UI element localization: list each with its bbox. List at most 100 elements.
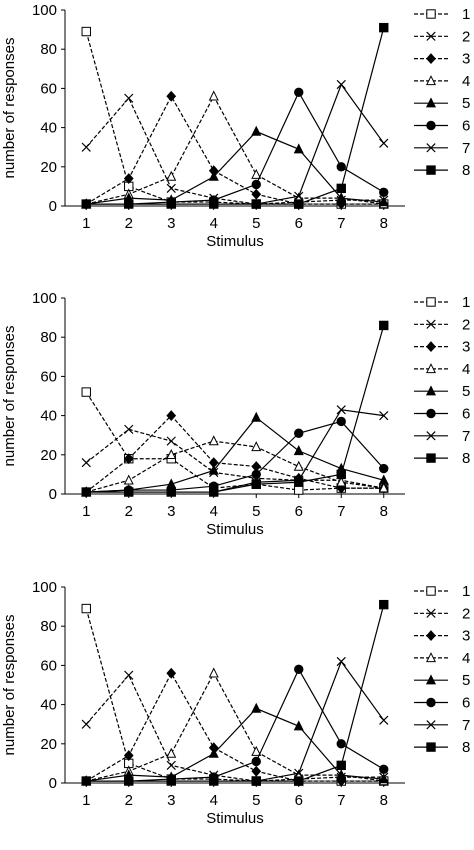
- data-point-8: [251, 479, 261, 489]
- y-tick-label: 100: [32, 290, 57, 307]
- y-tick-label: 80: [40, 329, 57, 346]
- data-point-6: [294, 428, 304, 438]
- chart-panel-2: 0 20 40 60 80 100 1 2 3 4 5 6 7 8 Stimulus number of re…: [0, 288, 474, 558]
- data-point-8: [294, 199, 304, 209]
- data-point-6: [294, 87, 304, 98]
- data-point-2: [124, 670, 134, 680]
- data-point-3: [123, 453, 134, 465]
- chart-panel-1: 0 20 40 60 80 100 1 2 3 4 5 6 7 8 Stimulus number of re…: [0, 0, 474, 270]
- data-point-5: [293, 143, 304, 154]
- data-point-8: [379, 320, 389, 331]
- legend-label: 7: [462, 140, 470, 157]
- legend-label: 1: [462, 6, 470, 23]
- data-point-3: [166, 410, 177, 422]
- legend-item-6: 6: [414, 118, 470, 135]
- legend-label: 7: [462, 428, 470, 445]
- legend-item-6: 6: [414, 695, 470, 712]
- line-chart-3: 0 20 40 60 80 100 1 2 3 4 5 6 7 8 Stimulus number of re…: [1, 579, 470, 827]
- x-tick-label: 6: [295, 792, 303, 809]
- legend-marker: [425, 75, 437, 86]
- legend-item-5: 5: [414, 672, 470, 689]
- legend-label: 4: [462, 73, 470, 90]
- data-point-4: [251, 441, 262, 452]
- series-line-6: [86, 420, 385, 493]
- data-point-8: [379, 22, 389, 33]
- series-line-5: [86, 707, 384, 782]
- data-point-5: [208, 464, 219, 475]
- x-tick-label: 1: [82, 792, 90, 809]
- y-axis-title: number of responses: [1, 38, 18, 179]
- data-point-5: [378, 196, 389, 207]
- legend-marker: [426, 586, 436, 596]
- legend-item-7: 7: [414, 140, 470, 157]
- data-point-3: [166, 667, 177, 679]
- y-tick-label: 0: [49, 198, 57, 215]
- data-point-7: [294, 191, 304, 201]
- data-point-2: [166, 436, 176, 446]
- x-tick-label: 8: [380, 503, 388, 520]
- x-tick-label: 3: [167, 503, 175, 520]
- x-tick-label: 5: [252, 215, 260, 232]
- x-tick-label: 1: [82, 503, 90, 520]
- data-point-8: [251, 776, 261, 786]
- y-tick-label: 20: [40, 736, 57, 753]
- data-point-4: [166, 747, 177, 758]
- data-point-4: [251, 168, 262, 179]
- legend-label: 5: [462, 672, 470, 689]
- data-point-8: [379, 599, 389, 610]
- data-point-8: [209, 199, 219, 209]
- y-tick-label: 80: [40, 41, 57, 58]
- legend-label: 6: [462, 118, 470, 135]
- data-point-4: [293, 460, 304, 471]
- legend-item-4: 4: [414, 73, 470, 90]
- legend-label: 7: [462, 717, 470, 734]
- data-point-6: [251, 756, 261, 767]
- y-tick-label: 20: [40, 159, 57, 176]
- legend-item-1: 1: [414, 583, 470, 600]
- x-tick-label: 4: [210, 215, 218, 232]
- x-tick-label: 3: [167, 792, 175, 809]
- legend-label: 3: [462, 339, 470, 356]
- legend-marker: [426, 630, 436, 642]
- x-tick-label: 7: [337, 503, 345, 520]
- data-point-8: [294, 776, 304, 786]
- legend-item-2: 2: [414, 28, 470, 45]
- legend-item-1: 1: [414, 6, 470, 23]
- legend-item-4: 4: [414, 361, 470, 378]
- legend-marker: [426, 297, 436, 307]
- series-line-8: [86, 604, 385, 782]
- x-tick-label: 3: [167, 215, 175, 232]
- series-line-5: [86, 416, 384, 493]
- data-point-8: [209, 776, 219, 786]
- x-tick-label: 6: [295, 503, 303, 520]
- legend-marker: [425, 97, 437, 108]
- legend-label: 3: [462, 628, 470, 645]
- y-tick-label: 0: [49, 486, 57, 503]
- y-tick-label: 80: [40, 618, 57, 635]
- x-tick-label: 1: [82, 215, 90, 232]
- legend-marker: [425, 652, 437, 663]
- x-axis-title: Stimulus: [206, 521, 264, 538]
- data-point-8: [81, 199, 91, 209]
- series-line-4: [86, 94, 384, 205]
- data-point-8: [81, 487, 91, 497]
- y-tick-label: 60: [40, 80, 57, 97]
- legend-label: 2: [462, 316, 470, 333]
- data-point-8: [336, 760, 346, 771]
- x-axis-title: Stimulus: [206, 233, 264, 250]
- y-tick-label: 0: [49, 775, 57, 792]
- data-point-1: [81, 603, 91, 614]
- legend-item-3: 3: [414, 339, 470, 356]
- legend-marker: [426, 31, 436, 41]
- data-point-8: [294, 477, 304, 487]
- legend-marker: [426, 608, 436, 618]
- legend-label: 5: [462, 383, 470, 400]
- data-point-2: [81, 142, 91, 152]
- data-point-1: [81, 387, 91, 397]
- data-point-7: [336, 656, 346, 667]
- y-tick-label: 60: [40, 657, 57, 674]
- legend-marker: [426, 742, 436, 752]
- legend-item-3: 3: [414, 628, 470, 645]
- data-point-8: [124, 776, 134, 786]
- legend-item-7: 7: [414, 717, 470, 734]
